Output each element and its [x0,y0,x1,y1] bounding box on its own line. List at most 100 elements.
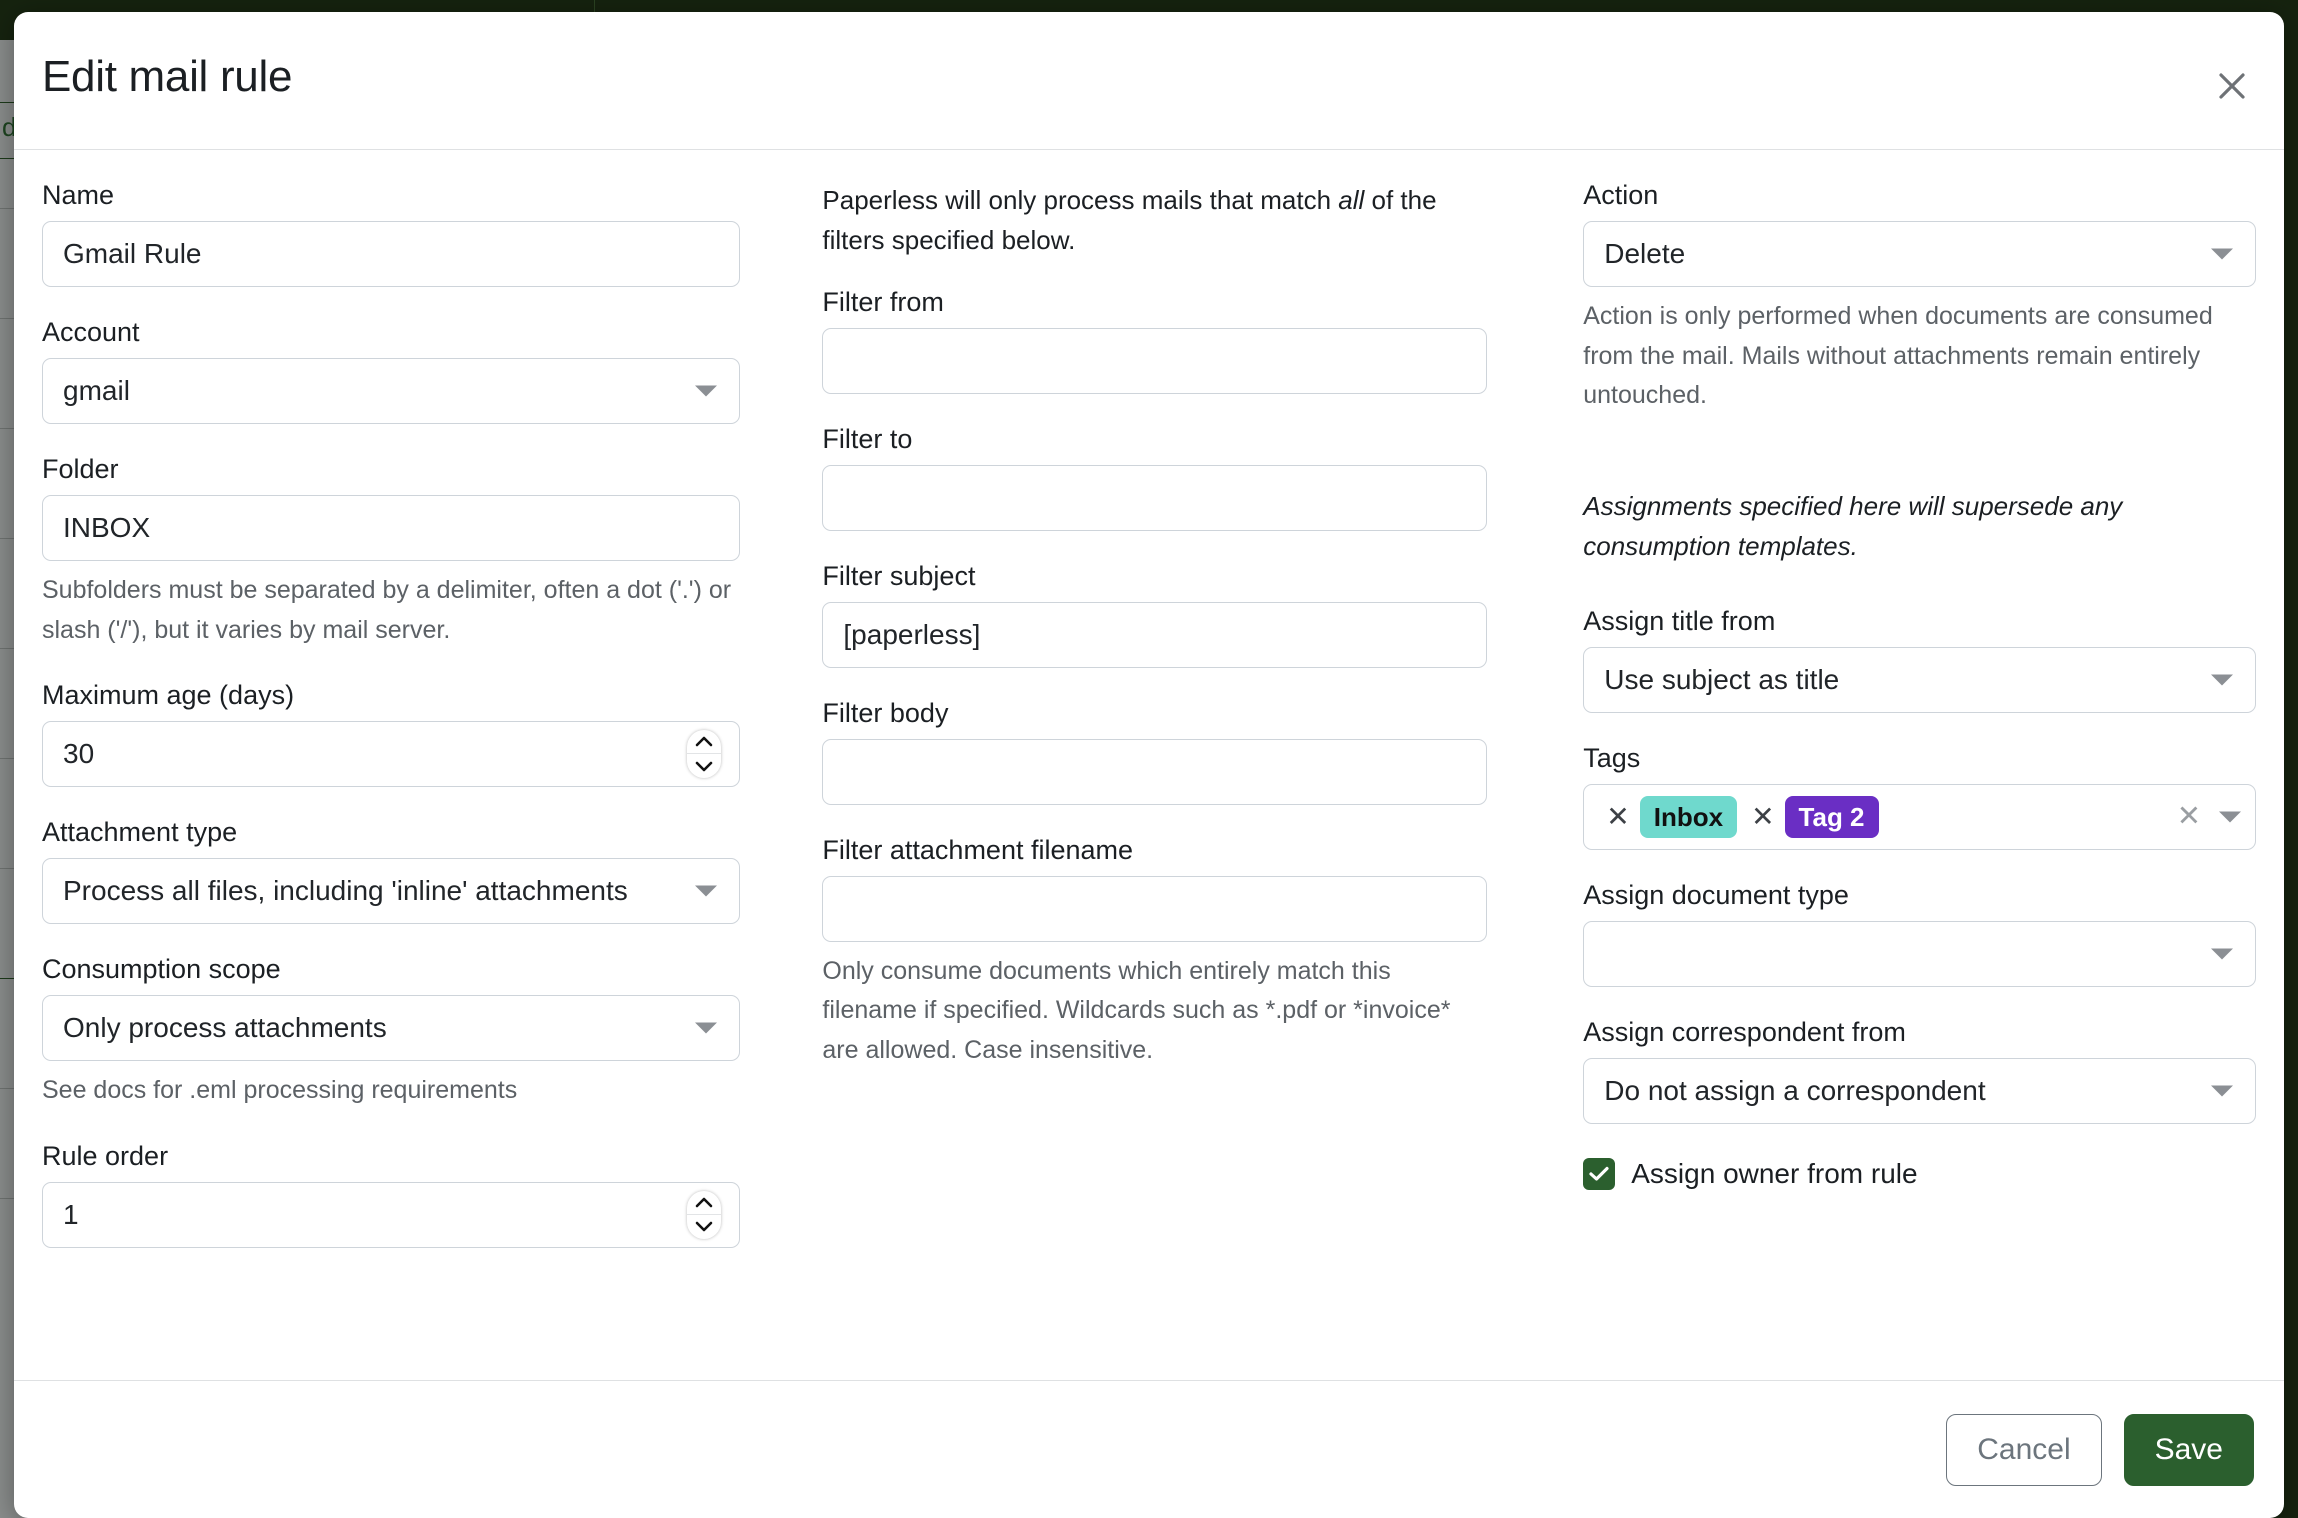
assign-title-from-select[interactable]: Use subject as title [1583,647,2256,714]
rule-settings-column: Name Gmail Rule Account gmail Folder INB… [42,180,788,1380]
field-assign-title-from: Assign title from Use subject as title [1583,606,2256,714]
folder-hint: Subfolders must be separated by a delimi… [42,576,732,644]
assign-title-from-value: Use subject as title [1604,664,1840,696]
filters-intro-emphasis: all [1338,185,1365,215]
field-folder: Folder INBOX Subfolders must be separate… [42,454,741,650]
chevron-down-icon [695,1022,718,1034]
name-label: Name [42,180,115,210]
action-hint: Action is only performed when documents … [1583,302,2213,409]
chevron-up-icon[interactable] [687,1191,722,1215]
account-value: gmail [63,375,130,406]
field-filter-from: Filter from [822,286,1488,394]
chevron-up-icon[interactable] [687,730,722,754]
field-tags: Tags ✕ Inbox ✕ Tag 2 ✕ [1583,743,2256,851]
filter-from-input[interactable] [822,327,1488,394]
tag-chip-tag-2[interactable]: Tag 2 [1784,796,1879,839]
account-label: Account [42,317,140,347]
assign-correspondent-from-label: Assign correspondent from [1583,1017,1906,1048]
field-rule-order: Rule order 1 [42,1140,741,1248]
field-consumption-scope: Consumption scope Only process attachmen… [42,954,741,1111]
filter-subject-input[interactable]: [paperless] [822,601,1488,668]
backdrop-sliver-text: d [2,112,17,142]
chevron-down-icon[interactable] [2219,811,2241,823]
assign-title-from-label: Assign title from [1583,606,1776,637]
tags-label: Tags [1583,743,1641,774]
filters-intro: Paperless will only process mails that m… [822,180,1487,261]
folder-input[interactable]: INBOX [42,495,741,561]
attachment-type-value: Process all files, including 'inline' at… [63,875,628,906]
filter-to-input[interactable] [822,464,1488,531]
rule-order-input[interactable]: 1 [42,1181,741,1248]
chevron-down-icon [2211,248,2233,260]
filter-to-label: Filter to [822,423,913,454]
field-attachment-type: Attachment type Process all files, inclu… [42,817,741,924]
attachment-type-label: Attachment type [42,817,238,847]
cancel-button[interactable]: Cancel [1946,1413,2102,1486]
folder-label: Folder [42,454,119,484]
maximum-age-value: 30 [63,738,95,769]
tag-chip-inbox[interactable]: Inbox [1639,796,1738,839]
filter-attachment-filename-input[interactable] [822,875,1488,942]
rule-order-label: Rule order [42,1140,169,1171]
filter-body-label: Filter body [822,697,949,728]
dialog-footer: Cancel Save [14,1380,2284,1518]
tags-multiselect[interactable]: ✕ Inbox ✕ Tag 2 ✕ [1583,784,2256,851]
filters-column: Paperless will only process mails that m… [788,180,1535,1380]
tag-remove-icon[interactable]: ✕ [1751,801,1775,833]
field-maximum-age: Maximum age (days) 30 [42,680,741,787]
chevron-down-icon [2211,674,2233,686]
assign-correspondent-from-select[interactable]: Do not assign a correspondent [1583,1058,2256,1125]
field-name: Name Gmail Rule [42,180,741,287]
folder-value: INBOX [63,512,151,543]
assign-document-type-select[interactable] [1583,921,2256,988]
name-input[interactable]: Gmail Rule [42,221,741,287]
consumption-scope-label: Consumption scope [42,954,281,984]
tag-chip-list: ✕ Inbox ✕ Tag 2 [1596,796,1882,839]
assign-owner-from-rule-checkbox[interactable] [1583,1158,1616,1191]
field-filter-subject: Filter subject [paperless] [822,560,1488,668]
filter-attachment-filename-hint: Only consume documents which entirely ma… [822,956,1451,1064]
close-icon[interactable] [2206,60,2258,112]
filter-subject-label: Filter subject [822,560,976,591]
attachment-type-select[interactable]: Process all files, including 'inline' at… [42,858,741,924]
consumption-scope-value: Only process attachments [63,1012,387,1043]
filter-body-input[interactable] [822,738,1488,805]
field-filter-body: Filter body [822,697,1488,805]
edit-mail-rule-dialog: Edit mail rule Name Gmail Rule Account g… [14,12,2284,1518]
chevron-down-icon[interactable] [687,1215,721,1239]
dialog-body: Name Gmail Rule Account gmail Folder INB… [14,150,2284,1380]
field-account: Account gmail [42,317,741,424]
chevron-down-icon[interactable] [687,754,721,778]
filter-attachment-filename-label: Filter attachment filename [822,834,1134,865]
account-select[interactable]: gmail [42,358,741,424]
assign-owner-from-rule-row[interactable]: Assign owner from rule [1583,1158,2256,1191]
tag-remove-icon[interactable]: ✕ [1606,801,1630,833]
field-action: Action Delete Action is only performed w… [1583,180,2256,416]
filter-subject-value: [paperless] [843,618,981,650]
filter-from-label: Filter from [822,286,944,317]
consumption-scope-hint: See docs for .eml processing requirement… [42,1076,518,1104]
check-icon [1589,1166,1609,1181]
rule-order-value: 1 [63,1198,79,1230]
action-value: Delete [1604,238,1686,269]
chevron-down-icon [2211,948,2233,960]
save-button[interactable]: Save [2123,1413,2254,1486]
page-title: Edit mail rule [42,52,293,101]
field-filter-attachment-filename: Filter attachment filename Only consume … [822,834,1488,1071]
maximum-age-input[interactable]: 30 [42,721,741,787]
dialog-header: Edit mail rule [14,12,2284,150]
field-assign-correspondent-from: Assign correspondent from Do not assign … [1583,1017,2256,1125]
tags-actions: ✕ [2176,800,2241,833]
chevron-down-icon [2211,1085,2233,1097]
assignments-note: Assignments specified here will supersed… [1583,490,2123,561]
filters-intro-before: Paperless will only process mails that m… [822,185,1339,215]
chevron-down-icon [695,385,718,397]
field-filter-to: Filter to [822,423,1488,531]
assign-owner-from-rule-label: Assign owner from rule [1631,1158,1918,1190]
maximum-age-stepper[interactable] [687,730,722,778]
action-select[interactable]: Delete [1583,221,2256,287]
clear-all-icon[interactable]: ✕ [2176,800,2201,833]
consumption-scope-select[interactable]: Only process attachments [42,995,741,1061]
name-value: Gmail Rule [63,238,202,269]
rule-order-stepper[interactable] [687,1190,722,1239]
